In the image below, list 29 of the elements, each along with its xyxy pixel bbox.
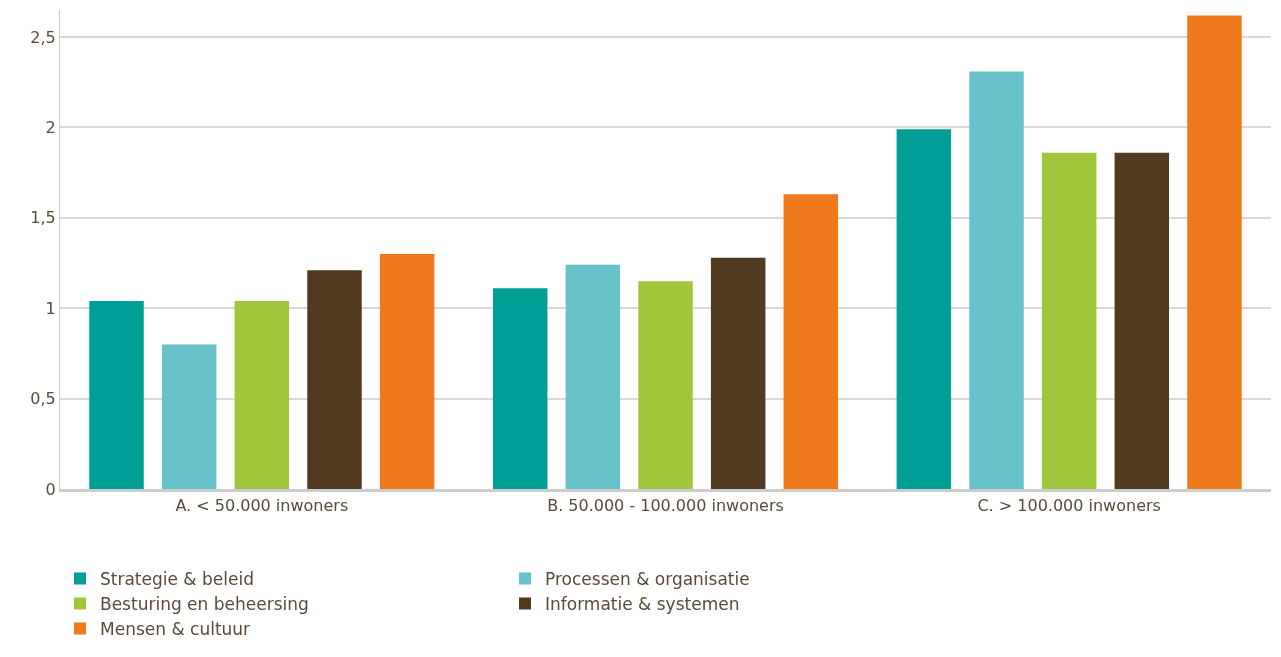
bar [783, 194, 839, 489]
legend-label: Mensen & cultuur [100, 619, 251, 640]
bar [1187, 15, 1242, 489]
x-tick-label: B. 50.000 - 100.000 inwoners [547, 496, 784, 516]
x-tick-label: A. < 50.000 inwoners [175, 496, 349, 516]
bar [1041, 152, 1097, 489]
y-tick-label: 0,5 [30, 389, 56, 409]
bar [89, 301, 144, 489]
bar [710, 257, 766, 489]
x-tick-label: C. > 100.000 inwoners [977, 496, 1161, 516]
y-tick-label: 1 [45, 298, 56, 318]
bar [969, 71, 1024, 489]
legend-label: Informatie & systemen [545, 594, 740, 615]
bar [1114, 152, 1170, 489]
bar [307, 270, 362, 489]
legend-label: Strategie & beleid [100, 569, 254, 590]
y-tick-label: 0 [45, 479, 56, 499]
bar [379, 254, 435, 489]
bar [565, 264, 621, 489]
y-tick-label: 1,5 [30, 208, 56, 228]
legend-label: Processen & organisatie [545, 569, 750, 590]
bar [638, 281, 693, 489]
bar [234, 301, 290, 489]
y-tick-label: 2,5 [30, 27, 56, 47]
bar [161, 344, 217, 489]
bar [896, 129, 952, 489]
legend-label: Besturing en beheersing [100, 594, 309, 615]
bar [492, 288, 548, 489]
y-tick-label: 2 [45, 118, 56, 138]
